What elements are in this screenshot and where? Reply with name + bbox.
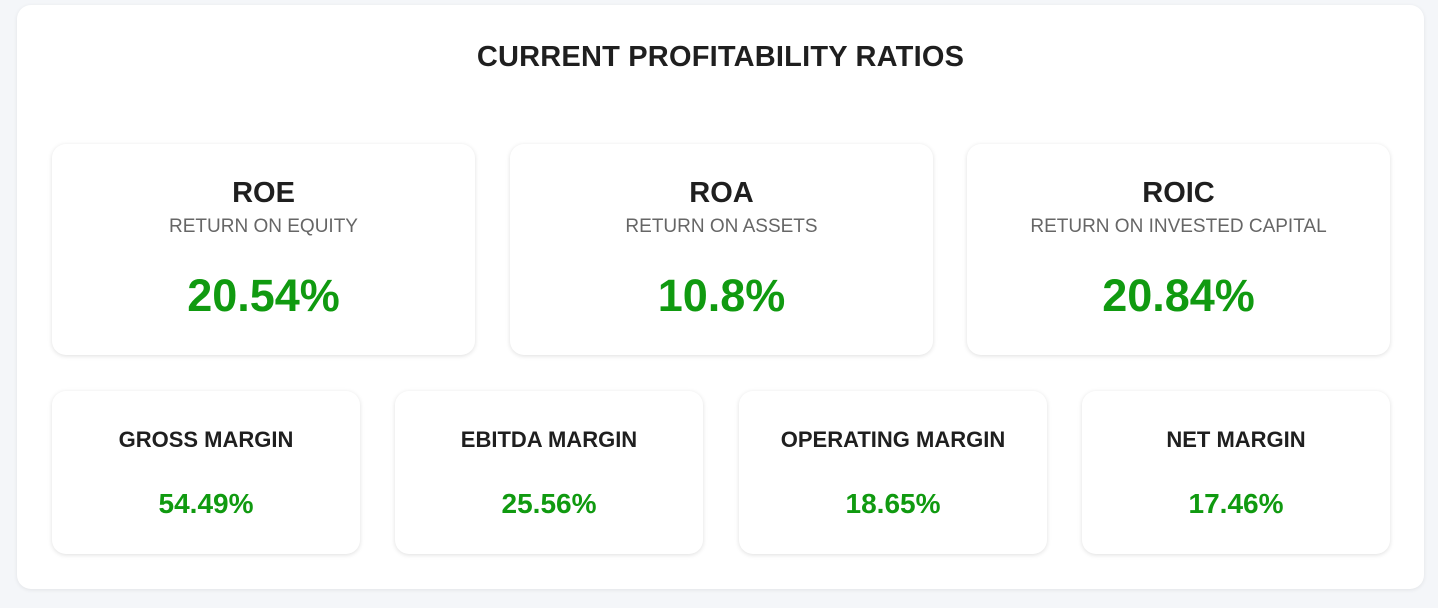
margin-value: 18.65% <box>845 488 941 519</box>
margin-label: NET MARGIN <box>1166 427 1306 452</box>
ebitda-margin-card: EBITDA MARGIN 25.56% <box>395 391 703 554</box>
roe-card: ROE RETURN ON EQUITY 20.54% <box>52 144 475 355</box>
ratio-abbr: ROA <box>689 177 754 209</box>
gross-margin-card: GROSS MARGIN 54.49% <box>52 391 360 554</box>
margin-label: EBITDA MARGIN <box>460 427 638 452</box>
net-margin-card: NET MARGIN 17.46% <box>1082 391 1390 554</box>
margin-value: 17.46% <box>1188 488 1284 519</box>
roic-card: ROIC RETURN ON INVESTED CAPITAL 20.84% <box>967 144 1390 355</box>
operating-margin-card: OPERATING MARGIN 18.65% <box>739 391 1047 554</box>
roa-card: ROA RETURN ON ASSETS 10.8% <box>510 144 933 355</box>
panel-title: CURRENT PROFITABILITY RATIOS <box>476 41 965 73</box>
ratio-full-name: RETURN ON ASSETS <box>625 216 818 237</box>
margin-label: GROSS MARGIN <box>118 427 294 452</box>
margin-value: 54.49% <box>158 488 254 519</box>
margin-value: 25.56% <box>501 488 597 519</box>
ratio-abbr: ROIC <box>1142 177 1215 209</box>
profitability-panel: CURRENT PROFITABILITY RATIOS ROE RETURN … <box>17 5 1424 589</box>
ratio-abbr: ROE <box>232 177 295 209</box>
ratio-full-name: RETURN ON EQUITY <box>169 216 358 237</box>
ratio-value: 20.54% <box>187 270 340 321</box>
margin-label: OPERATING MARGIN <box>780 427 1006 452</box>
ratio-value: 20.84% <box>1102 270 1255 321</box>
ratio-full-name: RETURN ON INVESTED CAPITAL <box>1030 216 1327 237</box>
ratio-value: 10.8% <box>657 270 786 321</box>
